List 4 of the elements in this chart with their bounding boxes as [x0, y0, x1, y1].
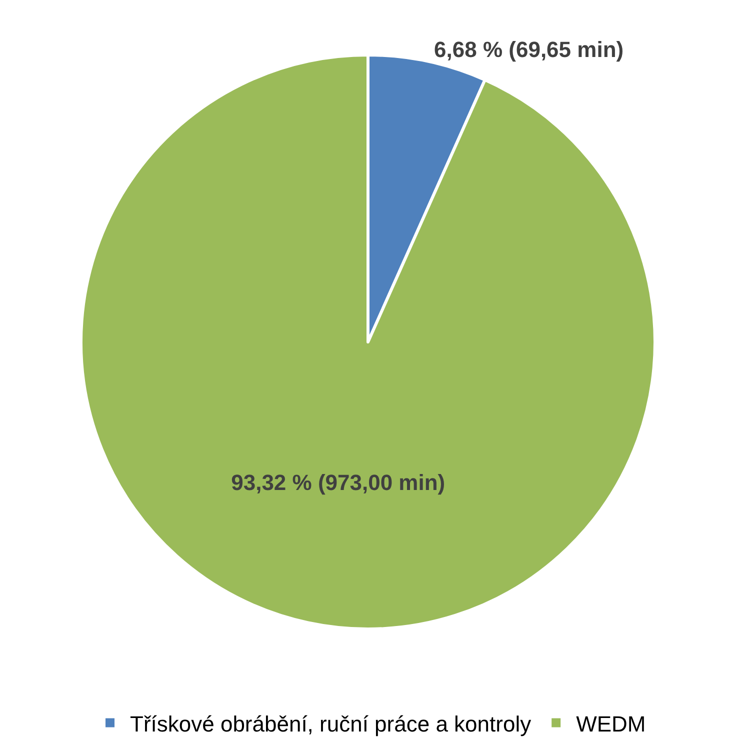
legend-label: Třískové obrábění, ruční práce a kontroly	[130, 711, 532, 736]
data-label: 93,32 % (973,00 min)	[231, 470, 446, 495]
legend-label: WEDM	[576, 711, 646, 736]
data-label: 6,68 % (69,65 min)	[434, 36, 624, 62]
